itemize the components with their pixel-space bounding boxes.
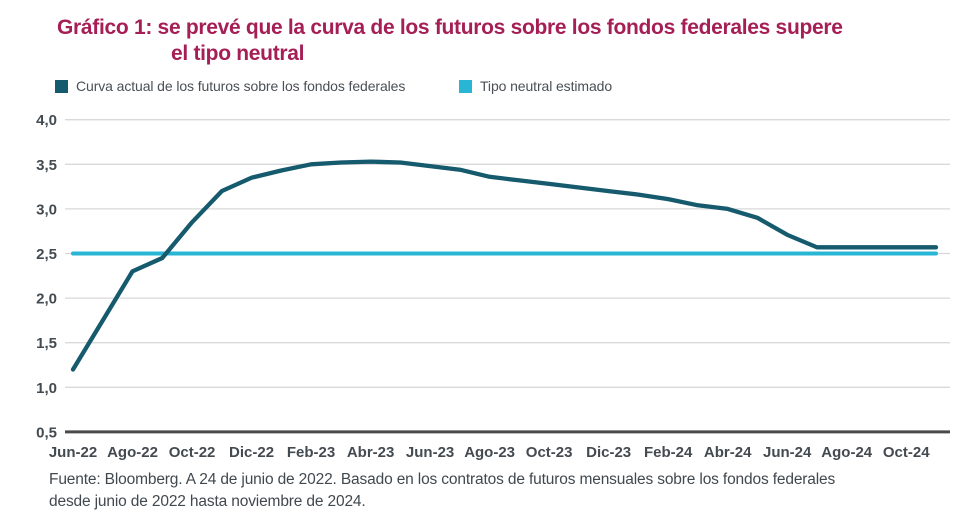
- y-tick-label: 3,0: [36, 201, 57, 218]
- x-tick-label: Oct-23: [526, 444, 573, 461]
- x-tick-label: Jun-22: [49, 444, 97, 461]
- futures-curve-line: [70, 159, 939, 372]
- legend-swatch-futures-icon: [55, 79, 68, 93]
- legend-item-neutral: Tipo neutral estimado: [459, 78, 612, 94]
- chart-title-line2: el tipo neutral: [171, 42, 305, 65]
- chart-legend: Curva actual de los futuros sobre los fo…: [0, 78, 960, 96]
- x-tick-label: Feb-24: [644, 444, 693, 461]
- x-tick-label: Jun-23: [406, 444, 454, 461]
- chart-title-line1: Gráfico 1: se prevé que la curva de los …: [57, 16, 843, 39]
- x-tick-label: Jun-24: [763, 444, 812, 461]
- y-tick-label: 2,5: [36, 246, 57, 263]
- x-tick-label: Ago-24: [821, 444, 872, 461]
- y-tick-label: 1,0: [36, 380, 57, 397]
- x-tick-label: Feb-23: [287, 444, 335, 461]
- x-tick-label: Ago-22: [107, 444, 158, 461]
- legend-swatch-neutral-icon: [459, 79, 472, 93]
- x-tick-label: Abr-23: [347, 444, 395, 461]
- source-note-line1: Fuente: Bloomberg. A 24 de junio de 2022…: [49, 471, 836, 488]
- x-tick-label: Ago-23: [464, 444, 515, 461]
- x-tick-label: Dic-23: [586, 444, 631, 461]
- x-tick-label: Oct-24: [883, 444, 930, 461]
- x-tick-label: Abr-24: [704, 444, 752, 461]
- y-tick-label: 3,5: [36, 157, 57, 174]
- y-tick-label: 2,0: [36, 291, 57, 308]
- legend-label-neutral: Tipo neutral estimado: [480, 78, 613, 94]
- x-tick-label: Dic-22: [229, 444, 274, 461]
- y-tick-label: 0,5: [36, 424, 57, 441]
- chart-title: Gráfico 1: se prevé que la curva de los …: [57, 15, 843, 67]
- y-tick-label: 4,0: [36, 112, 57, 129]
- legend-item-futures: Curva actual de los futuros sobre los fo…: [55, 78, 405, 94]
- y-tick-label: 1,5: [36, 335, 57, 352]
- x-tick-label: Oct-22: [169, 444, 216, 461]
- legend-label-futures: Curva actual de los futuros sobre los fo…: [76, 78, 406, 94]
- source-note: Fuente: Bloomberg. A 24 de junio de 2022…: [49, 469, 954, 512]
- source-note-line2: desde junio de 2022 hasta noviembre de 2…: [49, 492, 366, 510]
